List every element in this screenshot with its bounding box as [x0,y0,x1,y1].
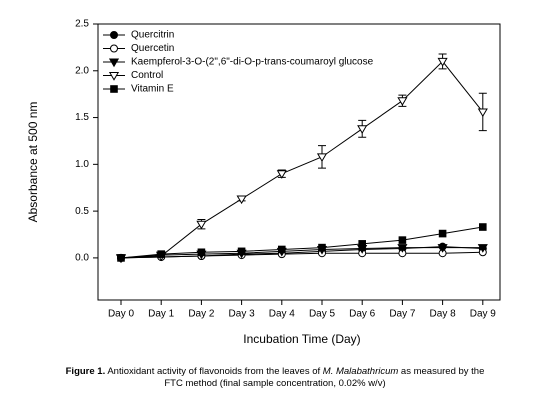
data-point [197,248,206,257]
legend-marker [108,58,120,68]
x-tick-label: Day 4 [269,309,296,320]
caption-species: M. Malabathricum [322,366,399,377]
data-point [357,125,368,134]
x-tick-label: Day 3 [229,309,256,320]
caption-label: Figure 1. [65,366,106,377]
y-tick-label: 2.5 [75,19,89,30]
legend-label: Quercetin [131,43,174,54]
data-point [278,245,286,254]
legend-label: Kaempferol-3-O-(2",6"-di-O-p-trans-couma… [131,57,374,68]
y-tick-label: 1.0 [75,159,89,170]
series-line [120,247,483,259]
x-tick-label: Day 9 [470,309,497,320]
data-point [479,223,487,231]
y-tick-label: 0.5 [75,206,89,217]
data-point [117,254,125,262]
y-tick-label: 1.5 [75,112,89,123]
caption-text: Antioxidant activity of flavonoids from … [107,366,323,377]
data-point [477,108,488,118]
data-point [437,57,448,67]
data-point [358,240,366,248]
x-tick-label: Day 1 [148,309,175,320]
plot-frame [97,23,501,301]
legend-label: Vitamin E [131,84,174,95]
series-line [120,251,483,259]
y-tick-label: 2.0 [75,65,89,76]
data-point [398,236,407,244]
legend-label: Quercitrin [131,30,174,41]
caption-text: as measured by the FTC method (final sam… [164,366,485,389]
data-point [397,244,408,253]
data-point [236,195,247,205]
legend-marker [110,85,118,93]
series-line [120,60,484,259]
data-point [237,247,246,256]
legend-marker [110,31,118,39]
x-tick-label: Day 0 [108,309,135,320]
series-line [120,226,483,259]
x-tick-label: Day 8 [430,309,457,320]
legend-label: Control [131,70,163,81]
legend-marker [108,72,120,81]
x-tick-label: Day 7 [389,309,416,320]
data-point [196,220,207,230]
x-axis-label: Incubation Time (Day) [243,332,360,346]
y-axis-label: Absorbance at 500 nm [26,102,40,223]
x-tick-label: Day 6 [349,309,376,320]
data-point [316,153,328,163]
data-point [157,250,165,258]
data-point [477,244,488,253]
chart: Incubation Time (Day) Absorbance at 500 … [26,19,501,346]
data-point [438,229,447,238]
data-point [397,97,408,106]
data-point [276,170,287,179]
legend-marker [110,44,118,53]
data-point [318,243,326,252]
x-tick-label: Day 2 [188,309,215,320]
caption: Figure 1. Antioxidant activity of flavon… [60,366,490,390]
x-tick-label: Day 5 [309,309,336,320]
data-point [437,244,448,253]
y-tick-label: 0.0 [75,253,89,264]
